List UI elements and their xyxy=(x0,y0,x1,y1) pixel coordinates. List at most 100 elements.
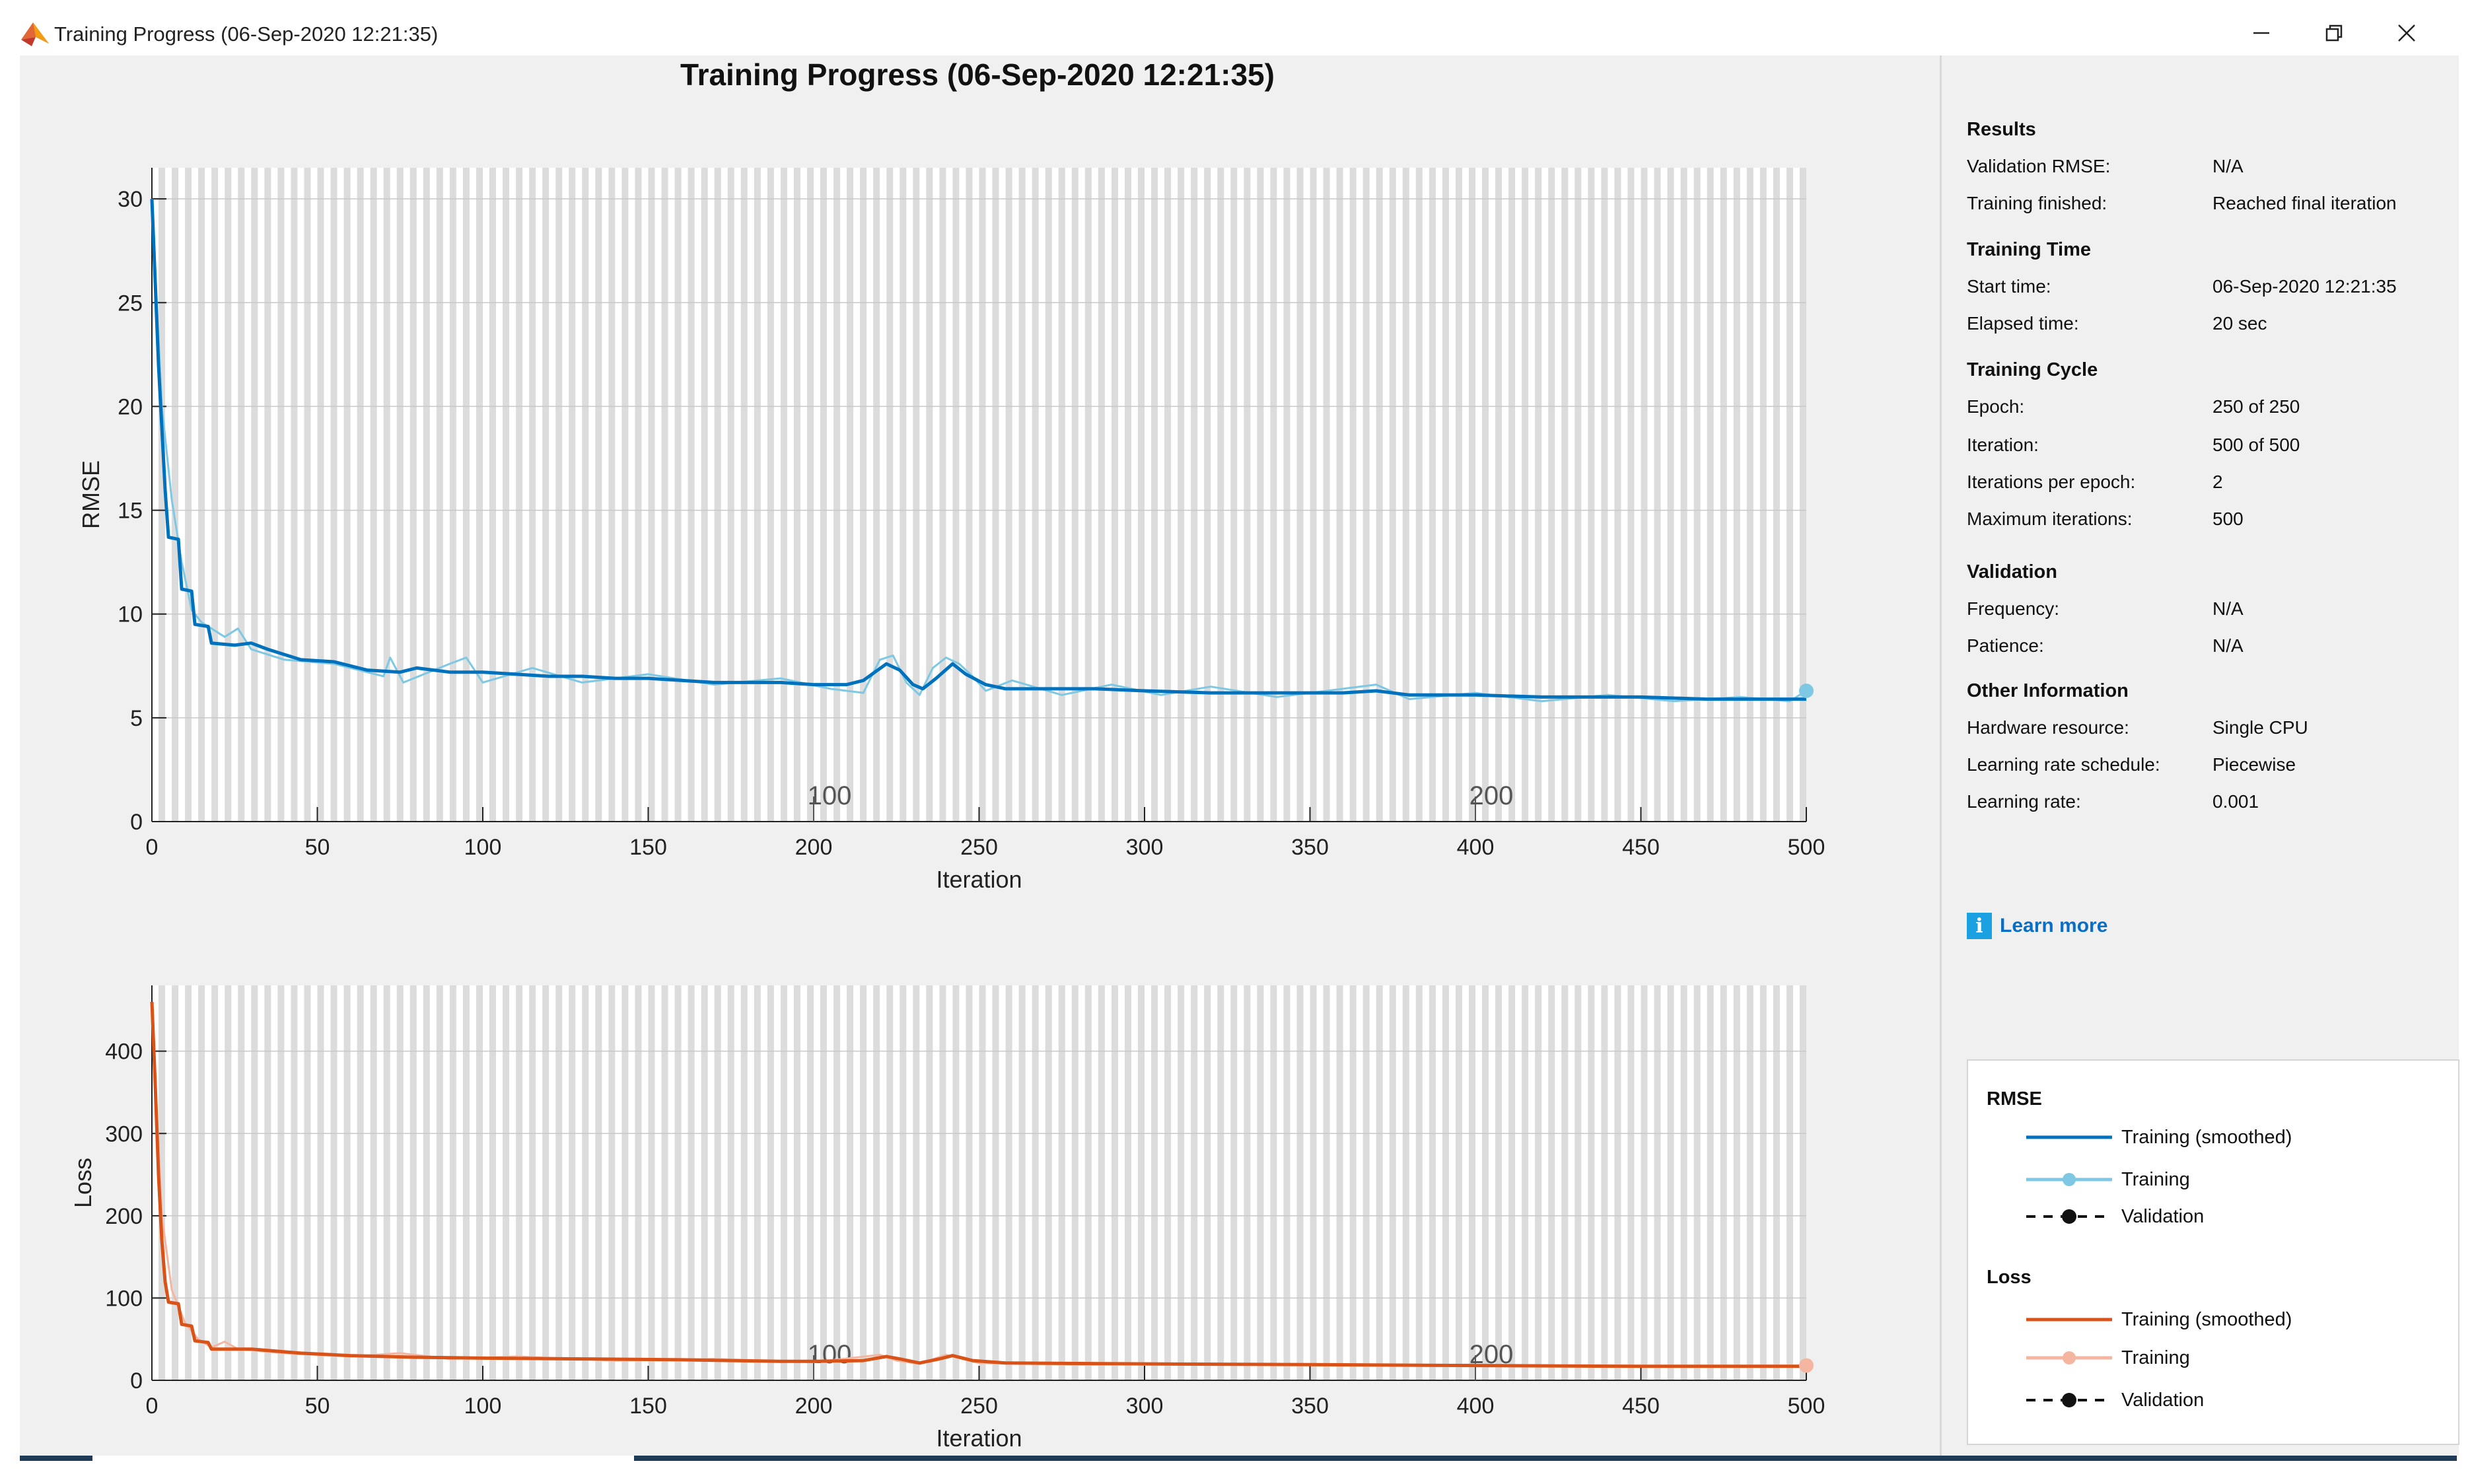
epoch-band xyxy=(727,985,734,1380)
epoch-band xyxy=(1535,168,1542,822)
epoch-band xyxy=(754,985,761,1380)
epoch-band xyxy=(806,168,814,822)
x-tick-label: 0 xyxy=(146,1394,159,1419)
info-value: 500 of 500 xyxy=(2212,435,2300,455)
epoch-band xyxy=(1482,985,1489,1380)
epoch-band xyxy=(370,168,377,822)
window-title: Training Progress (06-Sep-2020 12:21:35) xyxy=(54,22,439,46)
epoch-band xyxy=(1005,985,1012,1380)
close-button[interactable] xyxy=(2374,12,2440,54)
epoch-band xyxy=(635,985,642,1380)
epoch-band xyxy=(1111,168,1118,822)
x-tick-label: 50 xyxy=(305,1394,330,1419)
epoch-band xyxy=(1376,168,1383,822)
y-tick-label: 200 xyxy=(105,1204,143,1229)
epoch-band xyxy=(1601,985,1608,1380)
epoch-band xyxy=(1296,168,1304,822)
minimize-button[interactable] xyxy=(2228,12,2294,54)
x-tick-label: 450 xyxy=(1622,1394,1660,1419)
epoch-band xyxy=(992,168,999,822)
epoch-band xyxy=(569,985,576,1380)
info-label: Learning rate schedule: xyxy=(1967,754,2160,775)
epoch-band xyxy=(1098,168,1105,822)
epoch-band xyxy=(542,985,549,1380)
info-label: Epoch: xyxy=(1967,396,2025,417)
info-value: Single CPU xyxy=(2212,717,2308,738)
figure-title: Training Progress (06-Sep-2020 12:21:35) xyxy=(680,57,1275,92)
epoch-band xyxy=(1561,985,1569,1380)
rmse-chart: 0 50 100 150 200 250 300 350 400 450 500 0 5 10 15 20 25… xyxy=(77,168,1825,893)
epoch-band xyxy=(1654,168,1661,822)
epoch-band xyxy=(343,985,351,1380)
epoch-band xyxy=(1773,168,1780,822)
epoch-band xyxy=(1707,985,1714,1380)
epoch-band xyxy=(1270,168,1277,822)
epoch-band xyxy=(198,985,205,1380)
epoch-band xyxy=(1641,985,1648,1380)
epoch-band xyxy=(304,985,311,1380)
x-tick-label: 350 xyxy=(1291,835,1329,860)
epoch-band xyxy=(1389,985,1396,1380)
epoch-band xyxy=(1310,168,1317,822)
x-tick-label: 100 xyxy=(464,1394,502,1419)
info-value: 2 xyxy=(2212,472,2223,492)
epoch-band xyxy=(635,168,642,822)
epoch-band xyxy=(979,985,986,1380)
epoch-band xyxy=(979,168,986,822)
info-value: N/A xyxy=(2212,598,2244,619)
legend-label: Validation xyxy=(2121,1205,2205,1227)
legend-loss-validation: Validation xyxy=(2026,1388,2204,1412)
final-point-marker xyxy=(1799,1358,1814,1373)
epoch-band xyxy=(966,985,973,1380)
epoch-band xyxy=(1362,985,1370,1380)
epoch-band xyxy=(423,985,430,1380)
epoch-band xyxy=(370,985,377,1380)
epoch-band xyxy=(1759,168,1767,822)
epoch-band xyxy=(1071,168,1079,822)
epoch-band xyxy=(992,985,999,1380)
info-label: Iterations per epoch: xyxy=(1967,472,2136,492)
epoch-band xyxy=(1230,985,1238,1380)
x-tick-label: 50 xyxy=(305,835,330,860)
epoch-band xyxy=(939,168,946,822)
info-label: Hardware resource: xyxy=(1967,717,2129,738)
epoch-band xyxy=(1588,985,1595,1380)
epoch-band xyxy=(1178,985,1185,1380)
epoch-band xyxy=(952,985,960,1380)
loss-chart: 0 50 100 150 200 250 300 350 400 450 500 0 100 200 300… xyxy=(69,985,1825,1452)
section-title: Training Cycle xyxy=(1967,359,2098,380)
epoch-band xyxy=(1799,985,1806,1380)
legend-dashed-marker-icon xyxy=(2026,1393,2112,1407)
epoch-band xyxy=(1508,168,1516,822)
epoch-band xyxy=(462,168,470,822)
y-tick-label: 20 xyxy=(118,394,143,419)
x-tick-label: 500 xyxy=(1788,835,1825,860)
epoch-band xyxy=(1495,985,1503,1380)
info-value: Reached final iteration xyxy=(2212,193,2397,213)
epoch-band xyxy=(1389,168,1396,822)
epoch-band xyxy=(1244,985,1251,1380)
epoch-band xyxy=(608,985,616,1380)
epoch-band xyxy=(833,168,841,822)
epoch-band xyxy=(1111,985,1118,1380)
epoch-band xyxy=(1349,985,1357,1380)
epoch-band xyxy=(1045,168,1052,822)
epoch-band xyxy=(238,985,245,1380)
learn-more-link[interactable]: i Learn more xyxy=(1967,913,2107,939)
epoch-band xyxy=(1627,168,1635,822)
epoch-shading xyxy=(159,985,1806,1380)
epoch-band xyxy=(1455,985,1462,1380)
x-axis-label: Iteration xyxy=(936,1425,1022,1452)
epoch-band xyxy=(1693,168,1701,822)
epoch-band xyxy=(926,168,933,822)
epoch-band xyxy=(383,168,390,822)
legend-loss-smoothed: Training (smoothed) xyxy=(2026,1308,2292,1331)
info-value: 06-Sep-2020 12:21:35 xyxy=(2212,276,2397,297)
epoch-band xyxy=(1005,168,1012,822)
epoch-band xyxy=(1058,168,1065,822)
epoch-band xyxy=(780,168,787,822)
epoch-band xyxy=(1548,168,1555,822)
y-tick-label: 5 xyxy=(130,706,143,731)
epoch-band xyxy=(913,168,920,822)
restore-button[interactable] xyxy=(2301,12,2367,54)
